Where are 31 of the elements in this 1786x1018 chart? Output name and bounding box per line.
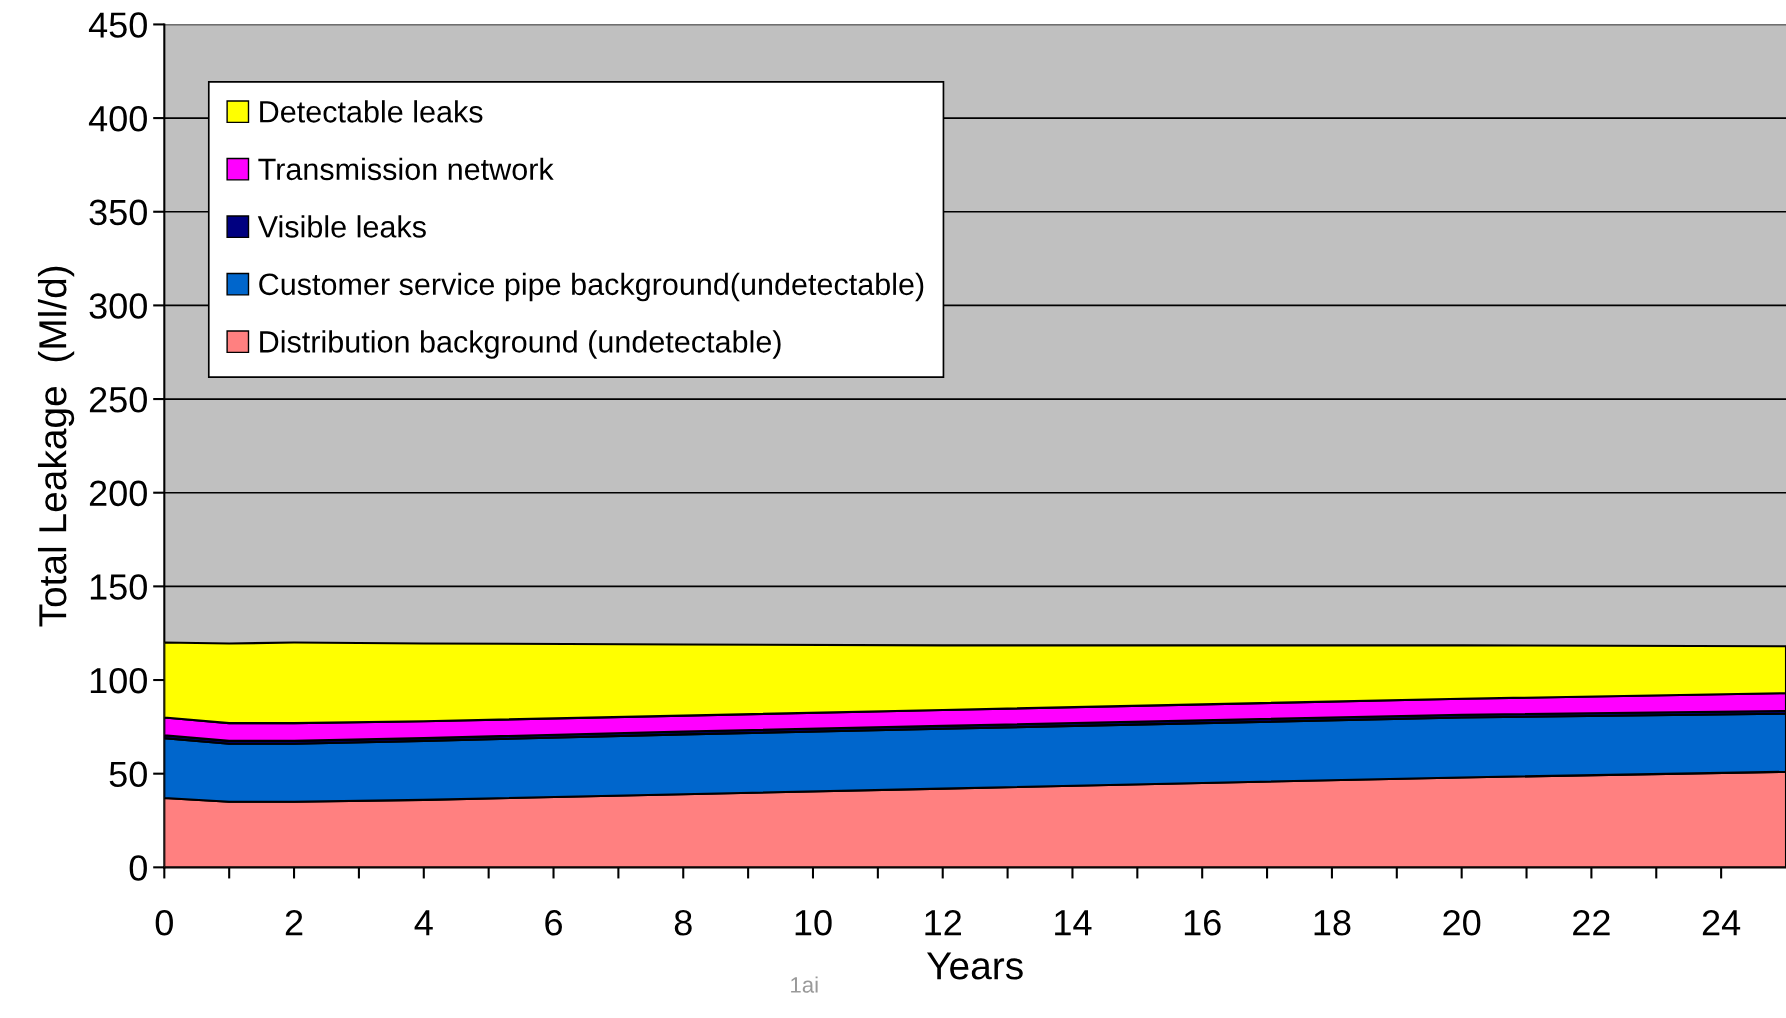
- x-tick-label: 10: [795, 909, 832, 936]
- x-tick-label: 18: [1314, 909, 1351, 936]
- x-tick-label: 20: [1443, 909, 1481, 936]
- x-tick-label: 16: [1184, 909, 1221, 936]
- x-axis-title: Years: [926, 952, 1023, 980]
- legend-label: Detectable leaks: [260, 100, 483, 123]
- y-tick-label: 0: [129, 855, 147, 881]
- legend-label: Distribution background (undetectable): [260, 330, 781, 359]
- y-tick-label: 300: [89, 293, 147, 319]
- y-tick-label: 350: [89, 199, 147, 226]
- x-tick-label: 4: [414, 910, 433, 936]
- y-tick-label: 250: [89, 386, 147, 413]
- text: 1ai: [791, 976, 818, 993]
- legend-label: Transmission network: [258, 157, 554, 181]
- y-tick-label: 100: [90, 667, 147, 694]
- y-tick-label: 150: [90, 574, 147, 600]
- x-tick-label: 2: [285, 909, 303, 936]
- x-tick-label: 22: [1573, 909, 1610, 936]
- y-tick-label: 450: [88, 12, 147, 38]
- x-tick-label: 14: [1055, 910, 1092, 936]
- legend-label: Customer service pipe background(undetectable): [259, 272, 924, 302]
- x-tick-label: 8: [674, 909, 692, 936]
- x-tick-label: 6: [545, 909, 562, 936]
- legend-label: Visible leaks: [257, 215, 426, 238]
- y-tick-label: 50: [109, 761, 147, 788]
- x-tick-label: 24: [1702, 909, 1741, 936]
- y-tick-label: 200: [89, 480, 147, 507]
- y-axis-title: Total Leakage (Ml/d): [37, 266, 75, 627]
- x-tick-label: 0: [155, 909, 173, 936]
- y-tick-label: 400: [88, 105, 147, 132]
- x-tick-label: 12: [925, 909, 961, 936]
